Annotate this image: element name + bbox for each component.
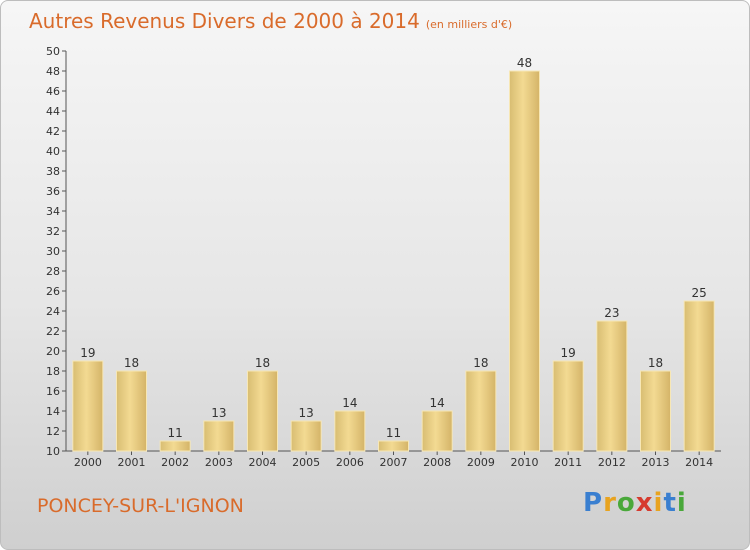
value-label-2001: 18 bbox=[124, 356, 139, 370]
logo-letter: x bbox=[635, 488, 654, 518]
value-label-2000: 19 bbox=[80, 346, 95, 360]
bar-2000 bbox=[72, 360, 104, 452]
y-tick-label: 38 bbox=[46, 165, 60, 178]
logo-letter: P bbox=[583, 488, 604, 518]
y-tick-label: 50 bbox=[46, 45, 60, 58]
y-tick-label: 22 bbox=[46, 325, 60, 338]
chart-title: Autres Revenus Divers de 2000 à 2014 (en … bbox=[29, 9, 512, 33]
bars-group bbox=[72, 70, 715, 452]
logo-letter: i bbox=[676, 488, 687, 518]
x-tick-label-2004: 2004 bbox=[249, 456, 277, 469]
x-tick-label-2009: 2009 bbox=[467, 456, 495, 469]
x-tick-label-2013: 2013 bbox=[642, 456, 670, 469]
y-tick-label: 34 bbox=[46, 205, 60, 218]
logo-letter: t bbox=[663, 488, 677, 518]
location-name: PONCEY-SUR-L'IGNON bbox=[37, 495, 244, 517]
y-tick-label: 18 bbox=[46, 365, 60, 378]
value-label-2006: 14 bbox=[342, 396, 357, 410]
x-tick-label-2008: 2008 bbox=[423, 456, 451, 469]
bar-2012 bbox=[596, 320, 628, 452]
x-tick-label-2010: 2010 bbox=[511, 456, 539, 469]
value-label-2005: 13 bbox=[299, 406, 314, 420]
chart-title-text: Autres Revenus Divers de 2000 à 2014 bbox=[29, 9, 420, 33]
logo-letter: o bbox=[616, 488, 636, 518]
bar-2004 bbox=[247, 370, 278, 452]
x-tick-label-2005: 2005 bbox=[292, 456, 320, 469]
value-label-2003: 13 bbox=[211, 406, 226, 420]
y-tick-label: 12 bbox=[46, 425, 60, 438]
x-tick-label-2014: 2014 bbox=[685, 456, 713, 469]
value-label-2012: 23 bbox=[604, 306, 619, 320]
bar-2014 bbox=[683, 300, 715, 452]
bar-2001 bbox=[116, 370, 147, 452]
bar-2007 bbox=[378, 440, 409, 452]
y-tick-label: 40 bbox=[46, 145, 60, 158]
axes: 10 12 14 16 18 20 22 24 26 28 30 32 34 36 38 40 42 44 46 48… bbox=[46, 45, 721, 458]
x-tick-label-2012: 2012 bbox=[598, 456, 626, 469]
y-tick-label: 44 bbox=[46, 105, 60, 118]
value-label-2004: 18 bbox=[255, 356, 270, 370]
bar-2009 bbox=[465, 370, 497, 452]
bar-2008 bbox=[421, 410, 453, 452]
logo-letter: r bbox=[603, 488, 617, 518]
value-label-2008: 14 bbox=[430, 396, 445, 410]
bar-2013 bbox=[640, 370, 671, 452]
x-tick-label-2000: 2000 bbox=[74, 456, 102, 469]
value-label-2010: 48 bbox=[517, 56, 532, 70]
y-tick-label: 14 bbox=[46, 405, 60, 418]
value-label-2002: 11 bbox=[168, 426, 183, 440]
bar-2006 bbox=[334, 410, 366, 452]
y-tick-label: 36 bbox=[46, 185, 60, 198]
value-label-2011: 19 bbox=[561, 346, 576, 360]
bar-2003 bbox=[203, 420, 235, 452]
labels-group: 19 2000 18 2001 11 2002 13 2003 18 2004 13 2005 14 20… bbox=[74, 56, 713, 469]
y-tick-label: 24 bbox=[46, 305, 60, 318]
y-tick-label: 42 bbox=[46, 125, 60, 138]
proxiti-logo: Proxiti bbox=[583, 488, 687, 518]
value-label-2014: 25 bbox=[692, 286, 707, 300]
x-tick-label-2001: 2001 bbox=[118, 456, 146, 469]
bar-2005 bbox=[290, 420, 322, 452]
x-tick-label-2007: 2007 bbox=[380, 456, 408, 469]
y-tick-label: 26 bbox=[46, 285, 60, 298]
logo-letter: i bbox=[653, 488, 664, 518]
y-tick-label: 10 bbox=[46, 445, 60, 458]
value-label-2009: 18 bbox=[473, 356, 488, 370]
bar-2010 bbox=[509, 70, 540, 452]
y-tick-label: 16 bbox=[46, 385, 60, 398]
y-tick-label: 32 bbox=[46, 225, 60, 238]
y-tick-label: 46 bbox=[46, 85, 60, 98]
y-tick-label: 30 bbox=[46, 245, 60, 258]
y-tick-label: 28 bbox=[46, 265, 60, 278]
bar-2011 bbox=[552, 360, 584, 452]
value-label-2007: 11 bbox=[386, 426, 401, 440]
x-tick-label-2006: 2006 bbox=[336, 456, 364, 469]
y-tick-label: 20 bbox=[46, 345, 60, 358]
y-tick-label: 48 bbox=[46, 65, 60, 78]
value-label-2013: 18 bbox=[648, 356, 663, 370]
chart-subtitle: (en milliers d'€) bbox=[425, 18, 513, 31]
x-tick-label-2011: 2011 bbox=[554, 456, 582, 469]
x-tick-label-2003: 2003 bbox=[205, 456, 233, 469]
x-tick-label-2002: 2002 bbox=[161, 456, 189, 469]
bar-2002 bbox=[159, 440, 191, 452]
